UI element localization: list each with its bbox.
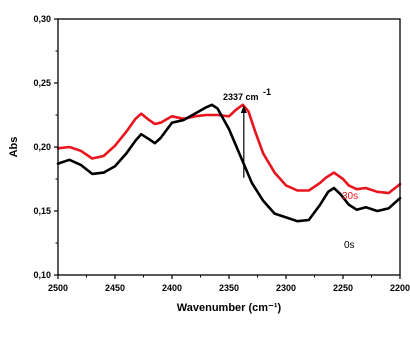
x-tick-label: 2350 xyxy=(219,283,239,293)
axes-layer xyxy=(54,18,401,279)
annotation-label: 2337 cm xyxy=(223,92,259,102)
y-tick-label: 0,25 xyxy=(33,78,51,88)
y-tick-label: 0,20 xyxy=(33,142,51,152)
series-line-0s xyxy=(56,103,402,223)
y-tick-label: 0,10 xyxy=(33,270,51,280)
y-tick-label: 0,30 xyxy=(33,14,51,24)
plot-frame xyxy=(57,18,401,276)
x-tick-label: 2300 xyxy=(276,283,296,293)
legend-label-30s: 30s xyxy=(342,191,358,202)
labels-layer: 2500 2450 2400 2350 2300 2250 2200 0,10 0,15 0,20… xyxy=(8,14,410,314)
x-tick-label: 2250 xyxy=(333,283,353,293)
x-tick-label: 2200 xyxy=(390,283,410,293)
y-tick-label: 0,15 xyxy=(33,206,51,216)
x-axis-title: Wavenumber (cm⁻¹) xyxy=(177,302,282,314)
series-line-30s xyxy=(56,103,402,195)
x-tick-label: 2500 xyxy=(48,283,68,293)
annotation-arrowhead xyxy=(240,105,247,114)
annotation-layer: 2337 cm -1 xyxy=(223,87,271,178)
series-layer xyxy=(56,103,402,223)
y-axis-title: Abs xyxy=(8,137,20,158)
x-tick-label: 2400 xyxy=(162,283,182,293)
annotation-label-superscript: -1 xyxy=(263,87,271,97)
x-tick-label: 2450 xyxy=(105,283,125,293)
legend-label-0s: 0s xyxy=(344,240,355,251)
